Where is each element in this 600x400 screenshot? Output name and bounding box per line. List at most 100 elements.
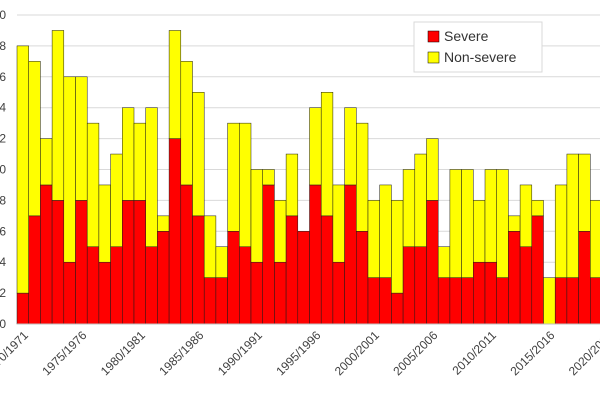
y-tick-label: 4 <box>0 255 6 269</box>
bar-severe <box>133 200 146 325</box>
bar-non-severe <box>356 122 369 232</box>
bar-non-severe <box>379 184 392 278</box>
bar-severe <box>496 277 509 325</box>
bar-non-severe <box>215 246 228 278</box>
bar-severe <box>239 246 252 325</box>
y-tick-label: 8 <box>0 193 6 207</box>
bar-severe <box>590 277 600 325</box>
bar-non-severe <box>496 169 509 278</box>
bar-severe <box>309 184 322 325</box>
bar-non-severe <box>40 138 53 186</box>
x-tick-label: 1995/1996 <box>273 328 323 378</box>
x-tick-label: 1975/1976 <box>39 328 89 378</box>
bar-non-severe <box>578 153 591 232</box>
bar-severe <box>75 200 88 325</box>
x-tick-label: 1990/1991 <box>215 328 265 378</box>
bar-non-severe <box>508 215 521 232</box>
bar-non-severe <box>16 45 29 294</box>
bar-non-severe <box>274 200 287 263</box>
bar-non-severe <box>320 92 334 217</box>
bar-severe <box>16 292 29 325</box>
legend-swatch-severe <box>427 30 440 43</box>
bar-severe <box>51 200 65 325</box>
x-tick-label: 1985/1986 <box>156 328 206 378</box>
bar-severe <box>122 200 135 325</box>
bar-severe <box>297 231 310 325</box>
bar-non-severe <box>414 153 427 247</box>
bar-severe <box>426 200 439 325</box>
bar-severe <box>98 261 111 325</box>
bar-non-severe <box>473 200 486 263</box>
bar-non-severe <box>110 153 123 247</box>
bar-severe <box>157 231 170 325</box>
y-tick-label: 10 <box>0 163 6 177</box>
legend-label-severe: Severe <box>444 28 489 44</box>
x-tick-label: 2015/2016 <box>508 328 558 378</box>
x-tick-label: 2000/2001 <box>332 328 382 378</box>
bar-severe <box>484 261 497 325</box>
bar-severe <box>519 246 533 325</box>
bar-non-severe <box>437 246 451 278</box>
bar-non-severe <box>133 122 146 201</box>
bar-non-severe <box>75 76 88 201</box>
bar-severe <box>578 231 591 325</box>
legend-label-non-severe: Non-severe <box>444 49 517 65</box>
bar-severe <box>168 138 182 325</box>
bar-severe <box>250 261 263 325</box>
bar-non-severe <box>367 200 380 278</box>
bar-severe <box>40 184 53 325</box>
bar-non-severe <box>543 277 556 325</box>
bar-non-severe <box>51 30 65 201</box>
bar-non-severe <box>531 200 544 217</box>
y-tick-label: 20 <box>0 8 6 22</box>
bar-non-severe <box>590 200 600 278</box>
bar-non-severe <box>461 169 474 278</box>
bar-non-severe <box>262 169 275 186</box>
bar-severe <box>274 261 287 325</box>
bar-severe <box>554 277 568 325</box>
bar-severe <box>437 277 451 325</box>
legend-frame <box>413 21 543 73</box>
bar-non-severe <box>566 153 579 278</box>
bar-severe <box>332 261 345 325</box>
y-tick-label: 0 <box>0 317 6 331</box>
y-tick-label: 18 <box>0 39 6 53</box>
bar-non-severe <box>145 107 158 247</box>
bar-severe <box>262 184 275 325</box>
bar-severe <box>28 215 41 325</box>
x-tick-label: 1980/1981 <box>98 328 148 378</box>
legend-swatch-non-severe <box>427 51 440 64</box>
bar-non-severe <box>402 169 416 247</box>
bar-non-severe <box>250 169 263 263</box>
bar-non-severe <box>157 215 170 232</box>
bar-severe <box>227 231 240 325</box>
bar-severe <box>391 292 404 325</box>
bar-severe <box>531 215 544 325</box>
bar-severe <box>414 246 427 325</box>
bar-severe <box>473 261 486 325</box>
bar-severe <box>215 277 228 325</box>
bar-severe <box>356 231 369 325</box>
bar-non-severe <box>519 184 533 247</box>
bar-non-severe <box>344 107 357 186</box>
bar-non-severe <box>484 169 497 263</box>
bar-non-severe <box>180 61 193 186</box>
y-tick-label: 2 <box>0 286 6 300</box>
bar-non-severe <box>203 215 217 278</box>
bar-non-severe <box>98 184 111 263</box>
x-tick-label: 2020/2021 <box>566 328 600 378</box>
bar-non-severe <box>554 184 568 278</box>
bar-severe <box>192 215 205 325</box>
bar-severe <box>379 277 392 325</box>
bars <box>16 30 600 325</box>
bar-non-severe <box>86 122 100 247</box>
legend: Severe Non-severe <box>413 21 543 73</box>
bar-non-severe <box>122 107 135 201</box>
x-tick-label: 2005/2006 <box>390 328 440 378</box>
bar-severe <box>180 184 193 325</box>
bar-severe <box>320 215 334 325</box>
bar-severe <box>566 277 579 325</box>
bar-severe <box>344 184 357 325</box>
y-tick-label: 6 <box>0 224 6 238</box>
